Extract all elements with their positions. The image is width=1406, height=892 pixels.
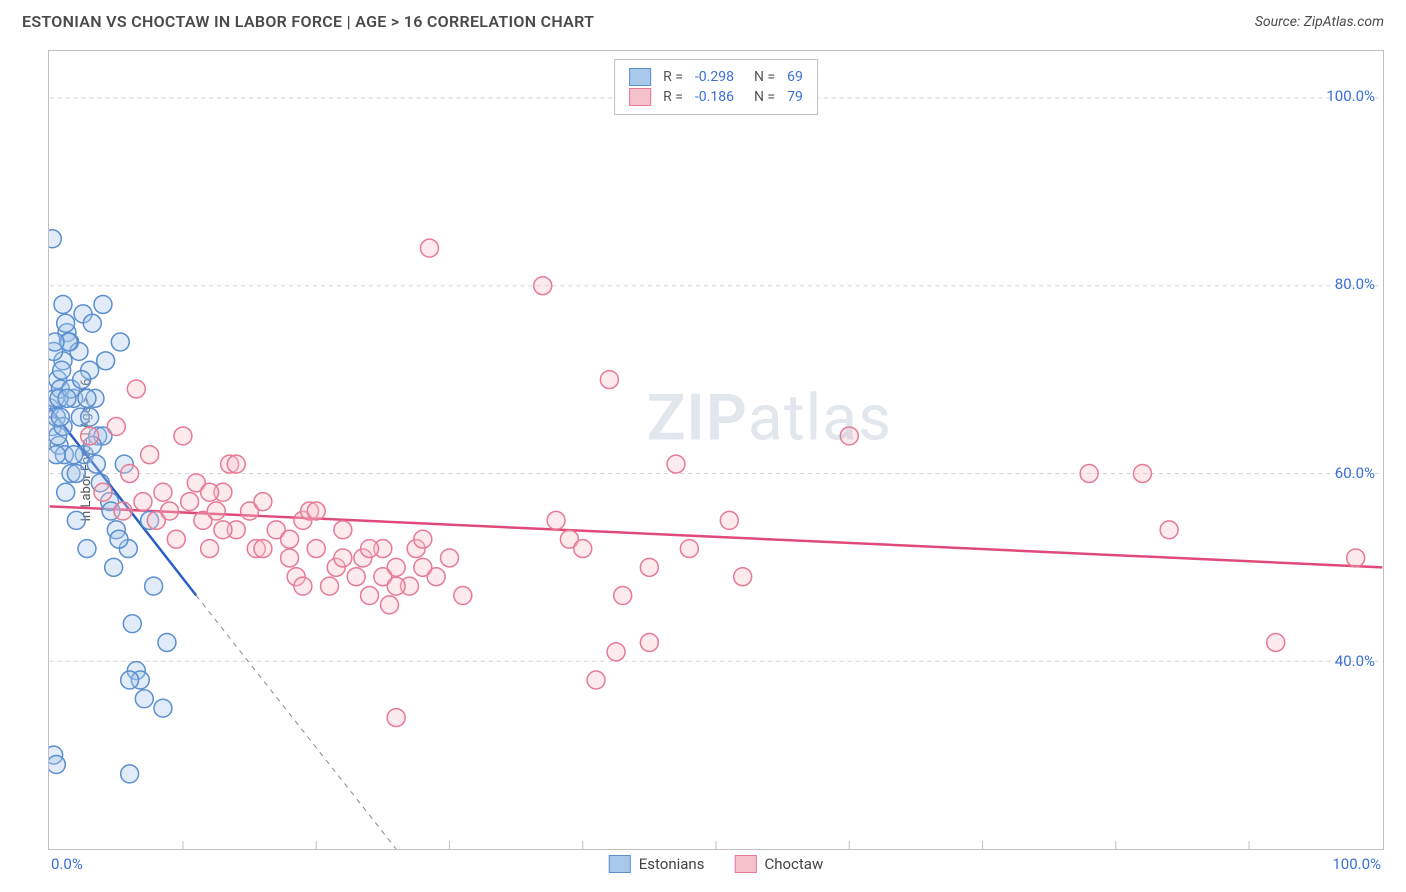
chart-title: ESTONIAN VS CHOCTAW IN LABOR FORCE | AGE… — [22, 12, 594, 31]
legend-swatch — [629, 88, 651, 106]
r-label: R = — [663, 89, 683, 105]
source-label: Source: ZipAtlas.com — [1255, 14, 1384, 30]
legend-swatch — [609, 855, 631, 873]
x-tick-label: 0.0% — [51, 855, 83, 873]
y-tick-label: 40.0% — [1335, 652, 1375, 670]
y-tick-label: 80.0% — [1335, 275, 1375, 293]
chart-area: In Labor Force | Age > 16 ZIPatlas R =-0… — [48, 50, 1384, 850]
x-tick-label: 100.0% — [1332, 855, 1381, 873]
legend-label: Estonians — [639, 855, 705, 873]
header: ESTONIAN VS CHOCTAW IN LABOR FORCE | AGE… — [0, 0, 1406, 41]
r-value: -0.186 — [695, 89, 734, 105]
correlation-legend: R = -0.298 N = 69 R = -0.186 N = 79 — [614, 59, 818, 115]
legend-row: R = -0.298 N = 69 — [629, 68, 803, 86]
n-value: 79 — [787, 89, 803, 105]
r-value: -0.298 — [695, 69, 734, 85]
legend-item: Estonians — [609, 855, 705, 873]
legend-row: R = -0.186 N = 79 — [629, 88, 803, 106]
series-legend: Estonians Choctaw — [609, 855, 823, 873]
r-label: R = — [663, 69, 683, 85]
n-label: N = — [754, 89, 775, 105]
legend-item: Choctaw — [734, 855, 823, 873]
n-label: N = — [754, 69, 775, 85]
scatter-plot — [49, 51, 1383, 849]
legend-swatch — [629, 68, 651, 86]
y-tick-label: 100.0% — [1326, 87, 1375, 105]
n-value: 69 — [787, 69, 803, 85]
y-tick-label: 60.0% — [1335, 464, 1375, 482]
legend-swatch — [734, 855, 756, 873]
legend-label: Choctaw — [764, 855, 823, 873]
